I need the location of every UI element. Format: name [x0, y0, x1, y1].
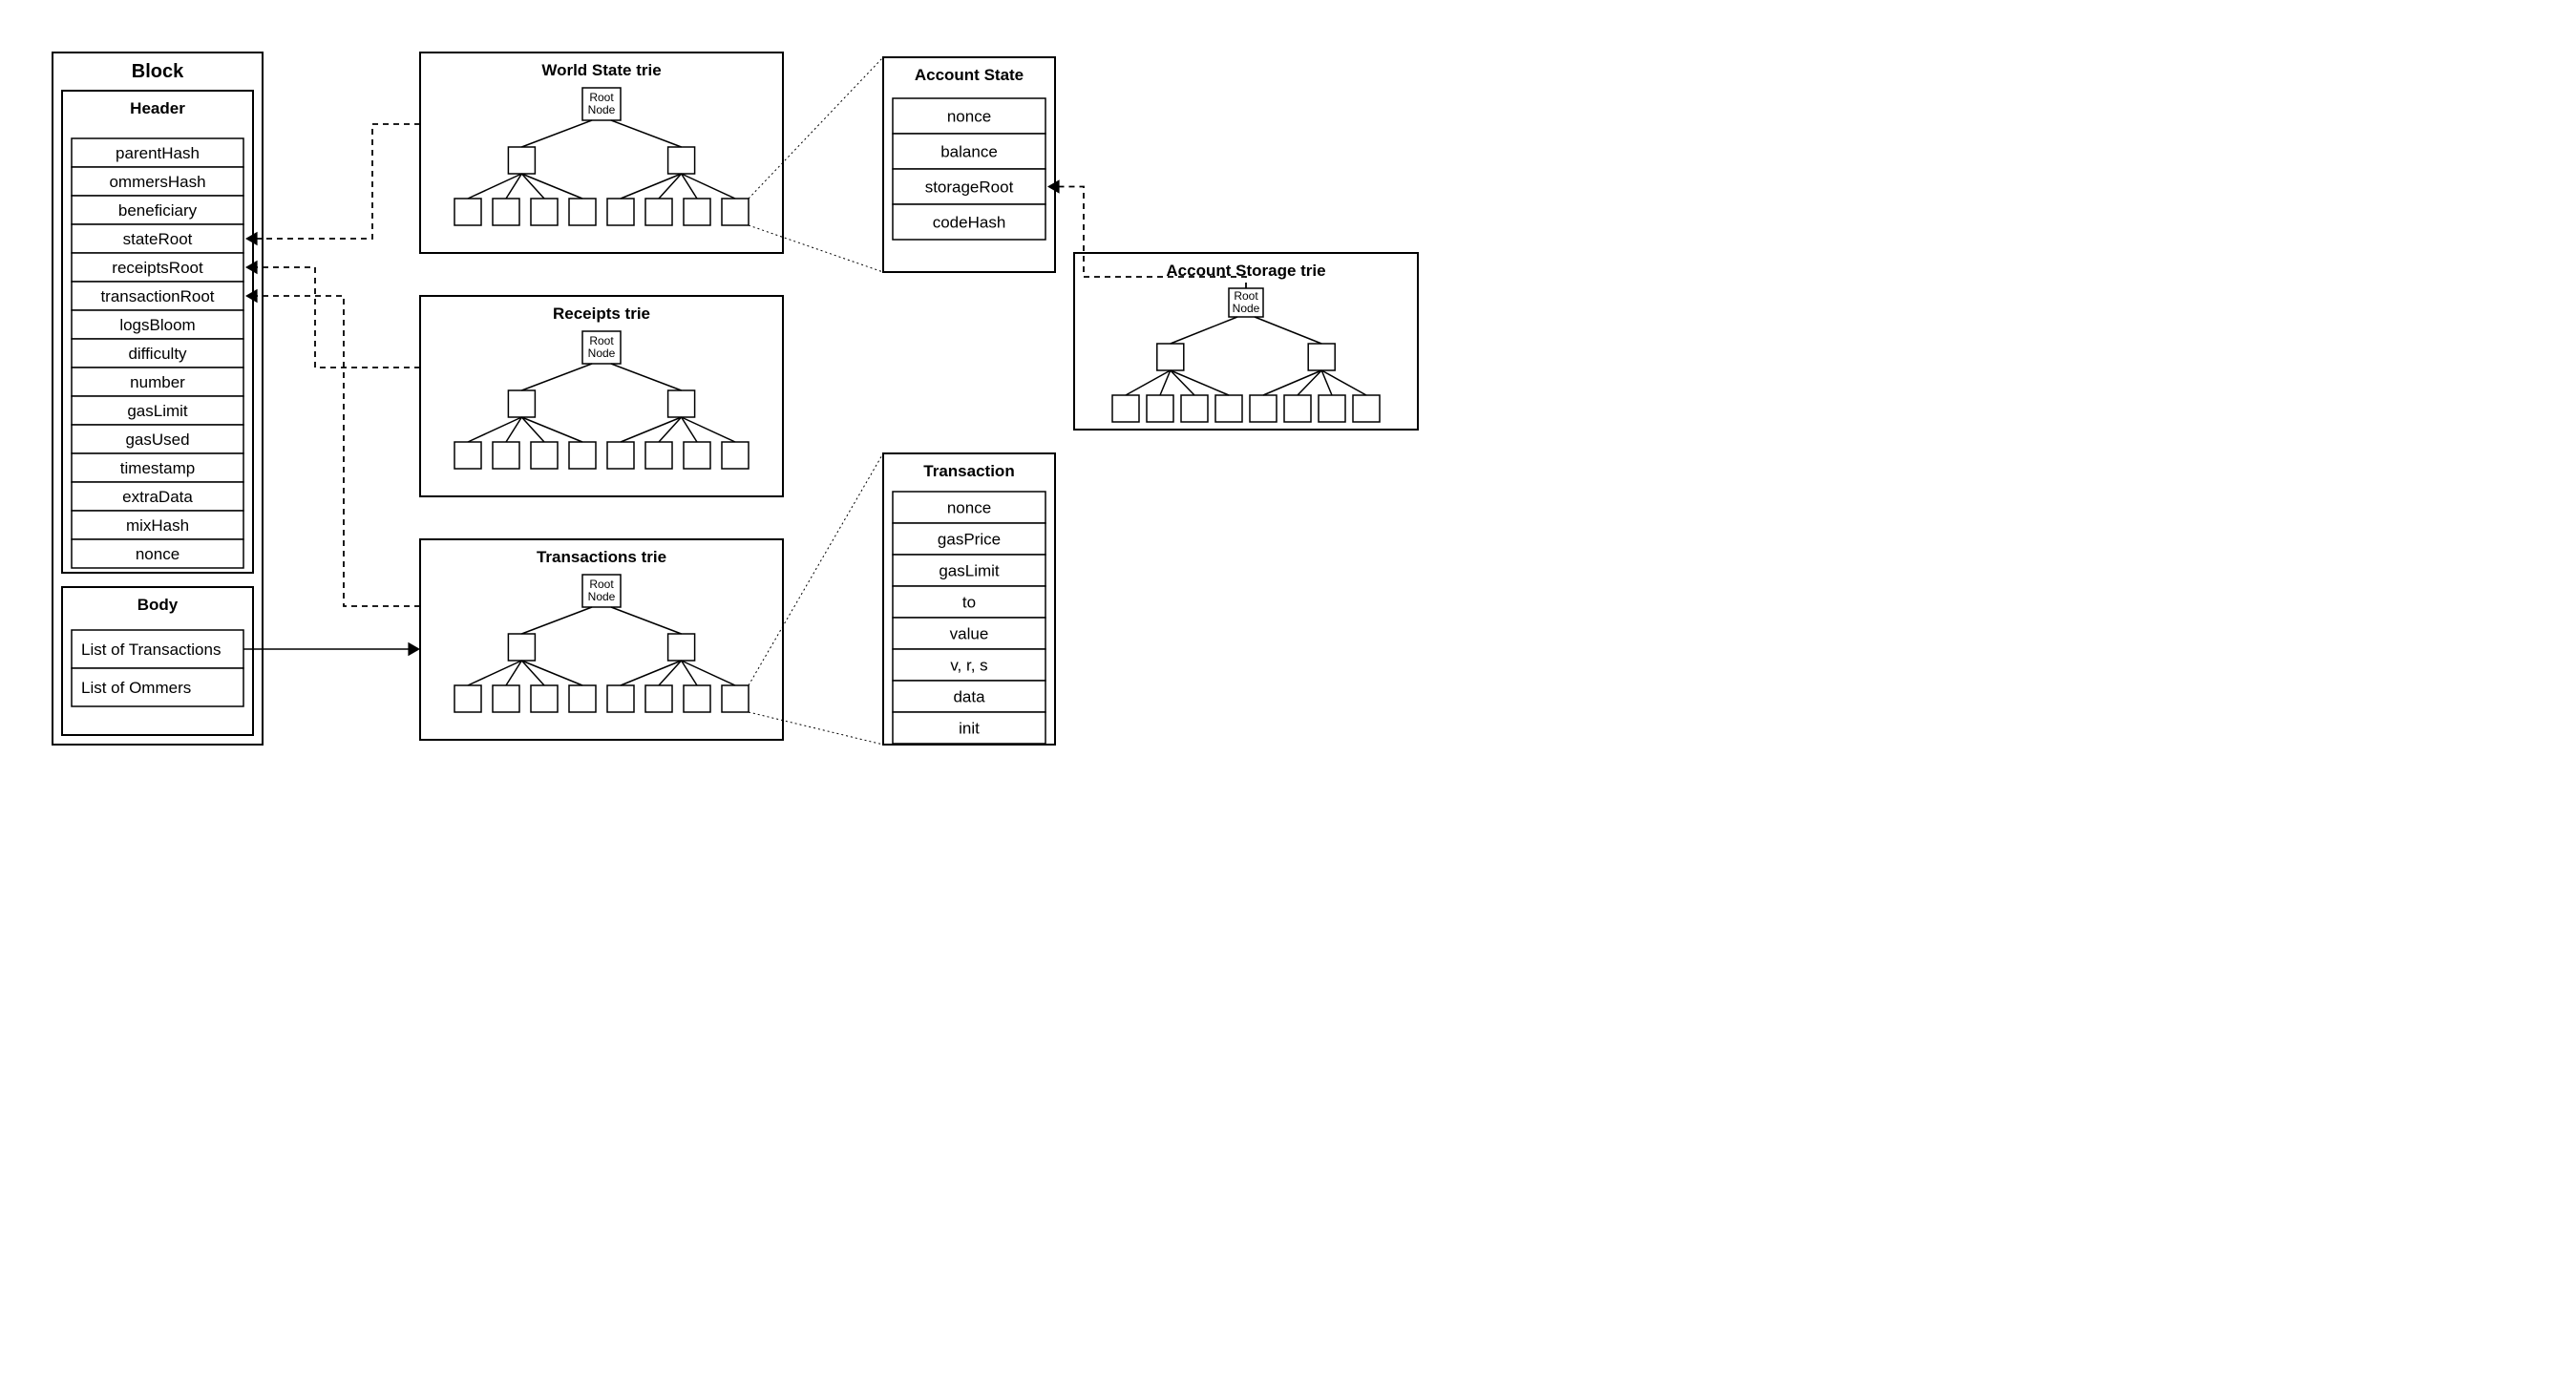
world-state-trie-leaf	[722, 199, 749, 225]
transaction-title: Transaction	[923, 462, 1014, 480]
world-state-trie-leaf	[569, 199, 596, 225]
transactions-trie-root-label1: Root	[589, 578, 614, 591]
transactions-trie-root-label2: Node	[588, 590, 616, 603]
transactions-trie-leaf	[493, 685, 519, 712]
receipts-trie-leaf	[684, 442, 710, 469]
world-state-trie-leaf	[645, 199, 672, 225]
transaction-cell-label: data	[953, 688, 985, 706]
header-cell-label: timestamp	[120, 459, 195, 477]
header-cell-label: gasLimit	[127, 402, 188, 420]
world-state-trie-root-label1: Root	[589, 91, 614, 104]
storage-trie-leaf	[1353, 395, 1380, 422]
header-cell-label: difficulty	[128, 345, 187, 363]
world-state-trie-leaf	[531, 199, 558, 225]
receipts-trie-leaf	[569, 442, 596, 469]
header-cell-label: receiptsRoot	[112, 259, 203, 277]
receipts-trie-leaf	[454, 442, 481, 469]
receipts-trie-mid-r	[668, 390, 695, 417]
transactions-trie-leaf	[684, 685, 710, 712]
storage-trie-root-label1: Root	[1234, 289, 1258, 303]
header-cell-label: ommersHash	[109, 173, 205, 191]
world-state-trie-root-label2: Node	[588, 103, 616, 116]
header-title: Header	[130, 99, 185, 117]
storage-trie-leaf	[1319, 395, 1345, 422]
receipts-trie-leaf	[607, 442, 634, 469]
storage-trie-leaf	[1181, 395, 1208, 422]
world-state-trie-mid-l	[508, 147, 535, 174]
receipts-trie-leaf	[722, 442, 749, 469]
header-cell-label: mixHash	[126, 516, 189, 535]
storage-trie-leaf	[1215, 395, 1242, 422]
block-title: Block	[132, 61, 184, 82]
header-cell-label: number	[130, 373, 185, 391]
transactions-trie-title: Transactions trie	[537, 548, 666, 566]
storage-trie-leaf	[1284, 395, 1311, 422]
transactions-trie-leaf	[569, 685, 596, 712]
storage-trie-mid-r	[1308, 344, 1335, 370]
header-cell-label: gasUsed	[125, 431, 189, 449]
header-cell-label: logsBloom	[119, 316, 195, 334]
receipts-trie-leaf	[493, 442, 519, 469]
transactions-trie-mid-r	[668, 634, 695, 661]
account-state-title: Account State	[915, 66, 1024, 84]
world-state-trie-leaf	[684, 199, 710, 225]
receipts-trie-root-label1: Root	[589, 334, 614, 347]
storage-trie-leaf	[1112, 395, 1139, 422]
world-state-trie-leaf	[607, 199, 634, 225]
transaction-cell-label: nonce	[947, 499, 991, 517]
account-state-cell-label: storageRoot	[925, 179, 1014, 197]
world-state-trie-mid-r	[668, 147, 695, 174]
body-cell-label: List of Transactions	[81, 641, 221, 659]
header-cell-label: beneficiary	[118, 201, 198, 220]
transaction-cell-label: init	[959, 720, 980, 738]
storage-trie-root-label2: Node	[1233, 302, 1260, 315]
receipts-trie-leaf	[531, 442, 558, 469]
transactions-trie-leaf	[531, 685, 558, 712]
header-cell-label: nonce	[136, 545, 179, 563]
receipts-trie-mid-l	[508, 390, 535, 417]
storage-trie-leaf	[1250, 395, 1277, 422]
transactions-trie-leaf	[645, 685, 672, 712]
account-state-cell-label: nonce	[947, 108, 991, 126]
receipts-trie-title: Receipts trie	[553, 305, 650, 323]
transactions-trie-mid-l	[508, 634, 535, 661]
body-cell-label: List of Ommers	[81, 679, 191, 697]
header-cell-label: transactionRoot	[100, 287, 214, 305]
transaction-cell-label: gasLimit	[939, 562, 1000, 580]
storage-trie-mid-l	[1157, 344, 1184, 370]
header-cell-label: stateRoot	[123, 230, 193, 248]
transactions-trie-leaf	[454, 685, 481, 712]
transactions-trie-leaf	[722, 685, 749, 712]
diagram: Block Header parentHash ommersHash beneficia…	[0, 0, 1451, 783]
account-state-cell-label: balance	[940, 143, 998, 161]
receipts-trie-leaf	[645, 442, 672, 469]
transaction-cell-label: to	[962, 594, 976, 612]
storage-trie-leaf	[1147, 395, 1173, 422]
transactions-trie-leaf	[607, 685, 634, 712]
header-cell-label: parentHash	[116, 144, 200, 162]
transaction-cell-label: v, r, s	[950, 657, 987, 675]
receipts-trie-root-label2: Node	[588, 347, 616, 360]
world-state-trie-leaf	[493, 199, 519, 225]
world-state-trie-title: World State trie	[541, 61, 661, 79]
body-title: Body	[137, 596, 179, 614]
transaction-cell-label: value	[950, 625, 989, 643]
header-cell-label: extraData	[122, 488, 193, 506]
world-state-trie-leaf	[454, 199, 481, 225]
account-state-cell-label: codeHash	[933, 214, 1006, 232]
transaction-cell-label: gasPrice	[938, 531, 1001, 549]
